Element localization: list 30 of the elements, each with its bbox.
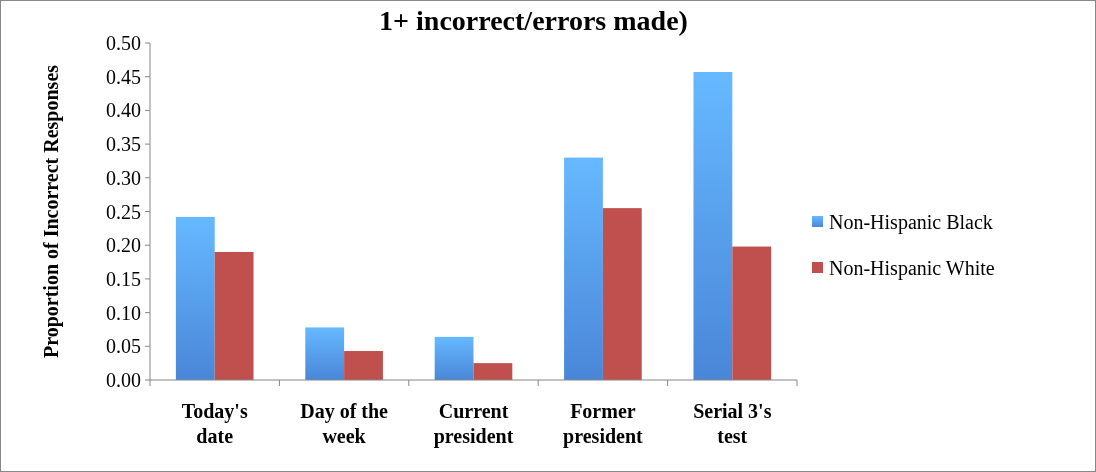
y-tick-label: 0.25 — [106, 200, 141, 223]
x-tick-label: Current president — [433, 400, 514, 448]
bar — [344, 351, 383, 380]
bar — [175, 216, 215, 380]
x-tick-label: Serial 3's test — [693, 400, 772, 447]
bar — [602, 208, 642, 380]
bar — [473, 363, 513, 380]
bar — [693, 71, 733, 380]
bar — [564, 157, 603, 380]
y-tick-label: 0.20 — [106, 234, 141, 257]
y-tick-label: 0.35 — [106, 133, 141, 156]
y-tick-label: 0.45 — [106, 65, 141, 88]
x-tick-label: Former president — [563, 400, 644, 448]
y-tick-label: 0.15 — [106, 267, 141, 290]
y-tick-label: 0.50 — [106, 32, 141, 54]
x-tick-label: Today's date — [181, 400, 248, 447]
y-tick-label: 0.40 — [106, 99, 141, 122]
legend-label: Non-Hispanic Black — [829, 211, 993, 234]
y-tick-label: 0.30 — [106, 166, 141, 189]
y-tick-label: 0.00 — [106, 369, 141, 391]
y-tick-label: 0.10 — [106, 301, 141, 324]
bar — [732, 246, 772, 380]
bar — [434, 336, 474, 380]
x-tick-label: Day of the week — [300, 400, 389, 447]
y-tick-label: 0.05 — [106, 335, 141, 358]
y-axis-title: Proportion of Incorrect Responses — [40, 64, 63, 359]
bar — [214, 251, 254, 380]
chart-title: 1+ incorrect/errors made) — [379, 5, 688, 36]
bar — [305, 327, 345, 380]
legend-label: Non-Hispanic White — [829, 257, 995, 280]
